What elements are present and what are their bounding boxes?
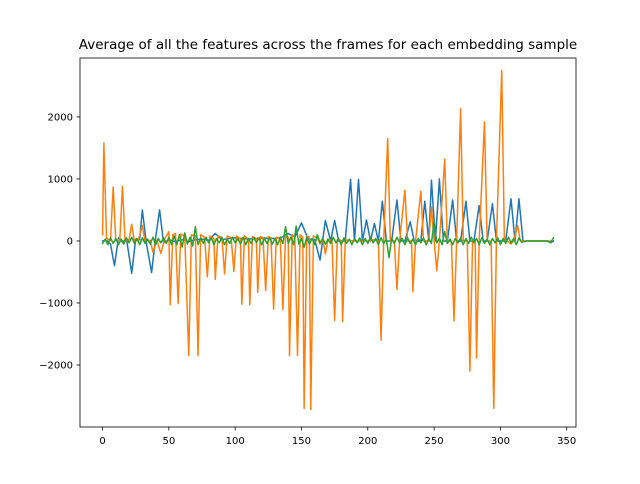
y-tick-label: 0 (67, 236, 73, 247)
x-tick-label: 250 (425, 436, 444, 447)
plot-area: 0 50 100 150 200 250 300 350 −2000 −1000 0 1000 2000 (39, 57, 577, 447)
plot-frame (79, 57, 577, 428)
x-tick-label: 350 (557, 436, 576, 447)
series-group (101, 69, 555, 411)
y-tick-label: 2000 (48, 112, 73, 123)
x-tick-label: 0 (99, 436, 105, 447)
y-tick-label: 1000 (48, 174, 73, 185)
x-tick-label: 100 (226, 436, 245, 447)
series-line-2 (101, 69, 552, 411)
x-tick-label: 150 (292, 436, 311, 447)
y-tick-label: −1000 (39, 298, 73, 309)
series-line-3 (101, 219, 555, 259)
x-tick-label: 200 (358, 436, 377, 447)
x-tick-label: 50 (162, 436, 175, 447)
chart-title: Average of all the features across the f… (79, 37, 577, 53)
x-tick-label: 300 (491, 436, 510, 447)
y-tick-label: −2000 (39, 360, 73, 371)
